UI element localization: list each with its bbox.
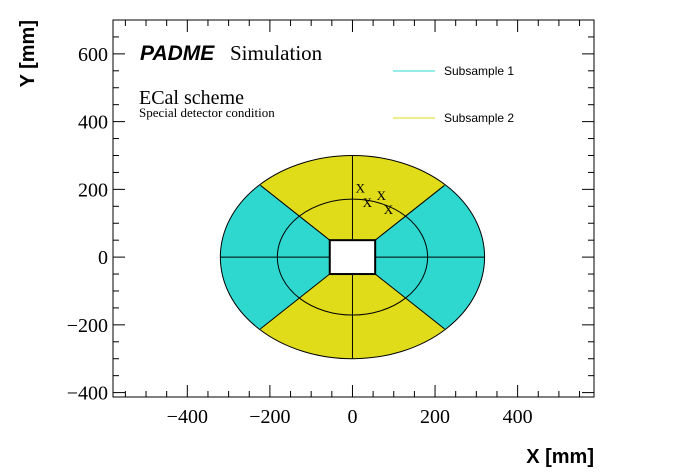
diagonal-line — [260, 273, 331, 330]
diagonal-line — [260, 184, 331, 241]
ecal-detector: XX XX — [219, 154, 486, 360]
simulation-label: Simulation — [230, 41, 323, 65]
y-axis-label: Y [mm] — [17, 20, 39, 87]
y-tick-label: 600 — [78, 44, 108, 66]
y-tick-label: −200 — [67, 315, 108, 337]
cluster-marker: X — [384, 202, 394, 217]
x-tick-label: 400 — [503, 406, 533, 428]
central-hole — [328, 239, 377, 276]
x-tick-label: 0 — [347, 406, 357, 428]
detector-lines — [219, 154, 486, 360]
padme-label: PADME — [140, 42, 215, 65]
x-tick-label: 200 — [420, 406, 450, 428]
axes: −400 −200 0 200 400 −400 −200 0 200 400 600 — [67, 19, 594, 428]
legend-label-subsample-2: Subsample 2 — [444, 111, 514, 125]
chart-subtitle: Special detector condition — [139, 105, 275, 120]
diagonal-line — [374, 273, 445, 330]
x-axis-label: X [mm] — [526, 446, 594, 468]
diagonal-line — [374, 184, 445, 241]
cluster-marker: X — [356, 180, 366, 195]
x-tick-label: −200 — [249, 406, 290, 428]
cluster-marker: X — [377, 188, 387, 203]
plot-frame — [112, 19, 595, 398]
y-tick-label: 0 — [98, 247, 108, 269]
legend-label-subsample-1: Subsample 1 — [444, 64, 514, 78]
x-tick-label: −400 — [167, 406, 208, 428]
chart-title: ECal scheme — [139, 87, 244, 109]
y-tick-label: 400 — [78, 112, 108, 134]
y-tick-label: 200 — [78, 179, 108, 201]
cluster-marker: X — [363, 195, 373, 210]
y-tick-label: −400 — [67, 383, 108, 405]
